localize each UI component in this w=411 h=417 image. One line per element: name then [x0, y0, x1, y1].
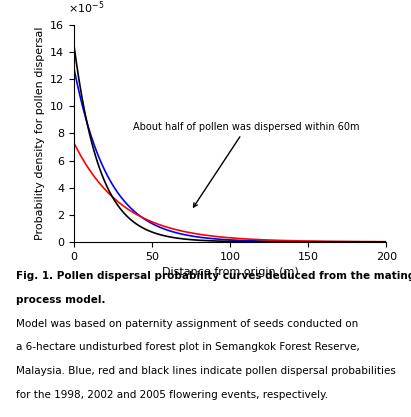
Y-axis label: Probability density for pollen dispersal: Probability density for pollen dispersal [35, 27, 44, 240]
Text: process model.: process model. [16, 295, 106, 305]
X-axis label: Distance from origin (m): Distance from origin (m) [162, 267, 298, 277]
Text: Malaysia. Blue, red and black lines indicate pollen dispersal probabilities: Malaysia. Blue, red and black lines indi… [16, 366, 396, 376]
Text: $\times10^{-5}$: $\times10^{-5}$ [68, 0, 104, 16]
Text: About half of pollen was dispersed within 60m: About half of pollen was dispersed withi… [133, 122, 360, 207]
Text: Model was based on paternity assignment of seeds conducted on: Model was based on paternity assignment … [16, 319, 359, 329]
Text: Fig. 1. Pollen dispersal probability curves deduced from the mating: Fig. 1. Pollen dispersal probability cur… [16, 271, 411, 281]
Text: for the 1998, 2002 and 2005 flowering events, respectively.: for the 1998, 2002 and 2005 flowering ev… [16, 390, 328, 400]
Text: a 6-hectare undisturbed forest plot in Semangkok Forest Reserve,: a 6-hectare undisturbed forest plot in S… [16, 342, 360, 352]
